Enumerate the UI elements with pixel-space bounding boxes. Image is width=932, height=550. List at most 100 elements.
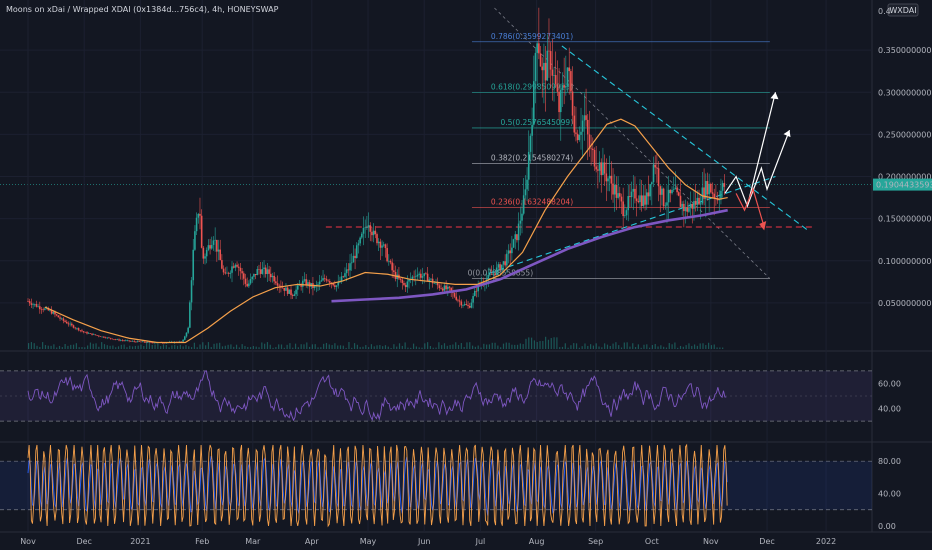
volume-bar [398, 343, 401, 349]
volume-bar [160, 346, 162, 349]
candle-body [291, 295, 294, 296]
candle-body [473, 290, 476, 297]
candle-body [227, 272, 230, 274]
volume-bar [252, 346, 254, 349]
candle-body [630, 191, 633, 198]
volume-bar [502, 343, 505, 349]
fib-level-label: 0.786(0.3599273401) [491, 32, 573, 41]
candle-body [320, 280, 323, 282]
volume-bar [286, 344, 288, 349]
candle-body [359, 237, 361, 244]
rsi-panel[interactable] [0, 370, 872, 422]
volume-bar [561, 346, 564, 349]
candle-body [708, 183, 710, 195]
candle-body [322, 278, 324, 281]
candle-body [32, 304, 34, 305]
candle-body [82, 331, 85, 333]
volume-bar [438, 342, 440, 349]
volume-bar [292, 347, 294, 349]
candle-body [509, 250, 511, 254]
candle-body [713, 193, 716, 198]
volume-bar [106, 345, 108, 349]
time-tick-label: Jul [475, 537, 486, 546]
price-tick-label: 0.0500000000 [878, 299, 932, 308]
currency-badge[interactable]: WXDAI [887, 3, 919, 17]
candle-body [575, 132, 577, 134]
candle-body [433, 283, 436, 284]
candle-body [364, 227, 366, 229]
candle-body [281, 287, 284, 289]
candle-body [475, 290, 478, 292]
volume-bar [227, 344, 229, 349]
volume-bar [693, 344, 696, 349]
candle-body [207, 245, 210, 250]
candle-body [121, 340, 124, 341]
candle-body [106, 337, 109, 339]
time-tick-label: May [360, 537, 377, 546]
candle-body [694, 201, 697, 205]
volume-bar [72, 344, 75, 349]
arrow-head [759, 221, 767, 231]
candle-body [438, 285, 441, 289]
candle-body [511, 247, 513, 254]
volume-bar [550, 338, 552, 349]
candle-body [447, 286, 449, 290]
candle-body [538, 43, 540, 54]
candle-body [194, 231, 196, 250]
candle-body [620, 196, 623, 202]
volume-bar [238, 347, 240, 349]
volume-bar [466, 342, 468, 349]
candle-body [40, 309, 43, 310]
volume-bar [598, 346, 600, 349]
candle-body [696, 197, 699, 205]
volume-bar [303, 344, 305, 349]
volume-bar [78, 347, 80, 349]
candle-body [362, 227, 365, 234]
candle-body [317, 284, 319, 285]
candle-body [554, 75, 557, 85]
candle-body [573, 115, 576, 133]
candle-body [502, 261, 505, 265]
candle-body [59, 317, 61, 319]
candle-body [77, 328, 80, 331]
candle-body [612, 183, 614, 195]
volume-bar [320, 347, 322, 349]
candle-body [303, 279, 306, 281]
candle-body [148, 341, 151, 343]
candle-body [241, 271, 243, 274]
candle-body [118, 339, 120, 341]
candle-body [288, 289, 291, 294]
candle-body [349, 263, 351, 271]
volume-bar [87, 345, 89, 349]
trend-drawings[interactable] [488, 45, 810, 274]
volume-bar [410, 347, 412, 349]
candle-body [667, 189, 670, 203]
candle-body [533, 81, 535, 125]
fib-diagonal [494, 7, 771, 279]
candle-body [445, 285, 447, 290]
stoch-rsi-panel[interactable] [0, 443, 872, 528]
candle-body [698, 197, 700, 205]
volume-bar [117, 346, 120, 349]
candle-body [512, 239, 515, 248]
axes: 0.0500000000 0.1000000000 0.1500000000 0.20… [20, 46, 932, 546]
volume-bar [182, 346, 184, 349]
price-series[interactable] [27, 7, 726, 344]
candle-body [710, 183, 712, 193]
candle-body [64, 320, 66, 322]
volume-bar [109, 345, 111, 349]
volume-bar [233, 346, 235, 349]
volume-bar [637, 344, 639, 349]
candle-body [55, 314, 58, 316]
candle-body [404, 284, 407, 288]
candle-body [195, 217, 198, 232]
candle-body [367, 225, 370, 228]
candle-body [222, 268, 225, 273]
volume-bar [533, 340, 535, 349]
candle-body [366, 227, 368, 228]
volume-bar [573, 343, 575, 349]
candle-body [342, 276, 345, 277]
volume-bar [143, 346, 145, 349]
volume-bar [575, 343, 578, 349]
